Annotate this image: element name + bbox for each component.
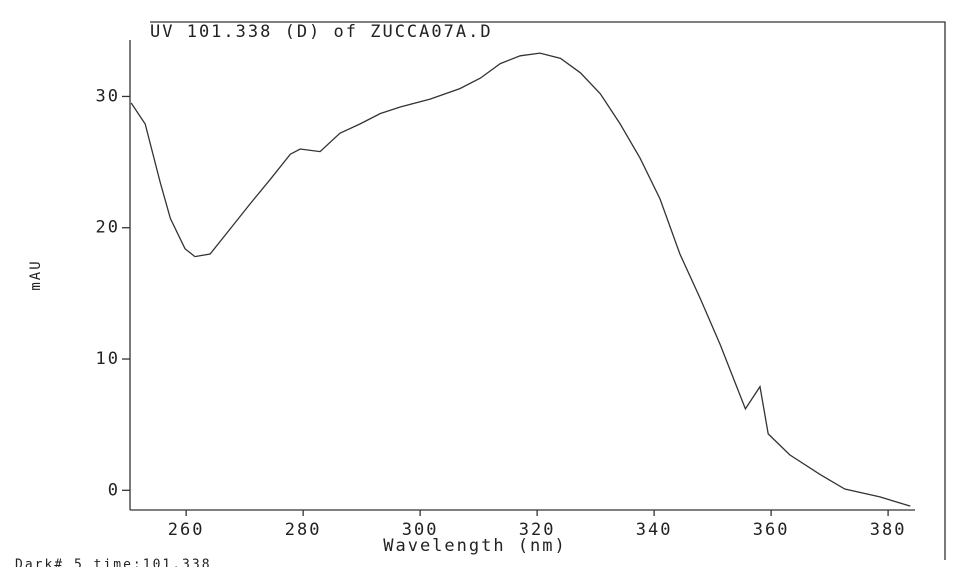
y-tick-label: 30 [96,86,120,106]
x-axis-label: Wavelength (nm) [383,536,567,556]
chart-title: UV 101.338 (D) of ZUCCA07A.D [150,22,493,42]
y-tick-label: 20 [96,218,120,238]
x-tick-label: 300 [402,520,439,540]
y-tick-label: 10 [96,349,120,369]
y-axis-label: mAU [28,259,44,290]
x-tick-label: 280 [285,520,322,540]
x-tick-label: 360 [753,520,790,540]
x-tick-label: 340 [636,520,673,540]
x-tick-label: 260 [168,520,205,540]
x-tick-label: 320 [519,520,556,540]
x-tick-label: 380 [870,520,907,540]
footer: Dark# 5 time:101.338 [15,558,212,567]
y-tick-label: 0 [108,480,120,500]
frame [150,21,946,560]
data-line [130,52,911,507]
